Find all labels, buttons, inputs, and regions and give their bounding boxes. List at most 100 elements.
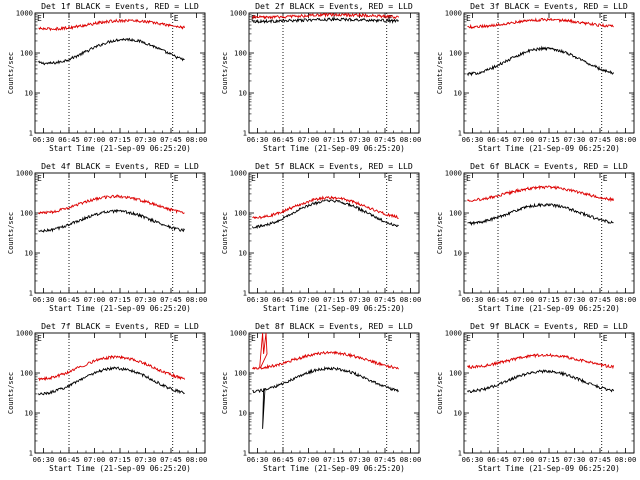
lld-series-line (467, 17, 614, 30)
chart-panel-5: Det 5f BLACK = Events, RED = LLD 1 10 100 10… (221, 161, 421, 313)
x-tick-label: 07:45 (374, 295, 396, 304)
x-tick-label: 06:30 (33, 135, 55, 144)
x-tick-label: 08:00 (186, 455, 208, 464)
x-axis-label: Start Time (21-Sep-09 06:25:20) (263, 144, 405, 153)
x-tick-label: 07:30 (564, 135, 586, 144)
x-tick-label: 07:15 (109, 455, 131, 464)
x-tick-label: 06:45 (272, 135, 294, 144)
x-tick-label: 07:00 (298, 455, 320, 464)
lld-series-line (467, 184, 615, 203)
start-marker: E (37, 14, 42, 23)
y-axis-label: Counts/sec (436, 52, 444, 94)
x-tick-label: 07:45 (589, 295, 611, 304)
y-tick-label: 1 (29, 449, 33, 458)
chart-title: Det 1f BLACK = Events, RED = LLD (41, 1, 199, 11)
x-tick-label: 08:00 (400, 295, 422, 304)
y-tick-label: 10 (238, 89, 247, 98)
lld-series-line (252, 332, 399, 370)
plot-frame (463, 12, 635, 134)
x-tick-label: 06:30 (247, 135, 269, 144)
x-tick-label: 07:00 (84, 455, 106, 464)
y-tick-label: 1 (243, 449, 247, 458)
events-series-line (252, 199, 399, 230)
x-tick-label: 06:45 (487, 295, 509, 304)
x-tick-label: 07:45 (589, 135, 611, 144)
x-tick-label: 07:15 (538, 455, 560, 464)
x-tick-label: 07:30 (349, 295, 371, 304)
y-tick-label: 100 (20, 209, 33, 218)
y-tick-label: 1000 (230, 9, 247, 18)
y-tick-label: 10 (453, 409, 462, 418)
chart-panel-1: Det 1f BLACK = Events, RED = LLD 1 10 100 10… (7, 1, 207, 153)
y-tick-label: 10 (238, 249, 247, 258)
y-tick-label: 1 (29, 289, 33, 298)
x-tick-label: 08:00 (186, 295, 208, 304)
y-tick-label: 1 (458, 129, 462, 138)
x-tick-label: 07:15 (323, 135, 345, 144)
chart-panel-9: Det 9f BLACK = Events, RED = LLD 1 10 100 10… (436, 321, 636, 473)
x-tick-label: 07:45 (160, 295, 182, 304)
x-tick-label: 07:00 (84, 295, 106, 304)
start-marker: E (466, 14, 471, 23)
x-axis-label: Start Time (21-Sep-09 06:25:20) (49, 464, 191, 473)
y-axis-label: Counts/sec (436, 372, 444, 414)
end-marker: E (603, 14, 608, 23)
chart-title: Det 2f BLACK = Events, RED = LLD (255, 1, 413, 11)
start-marker: E (251, 14, 256, 23)
chart-title: Det 4f BLACK = Events, RED = LLD (41, 161, 199, 171)
y-tick-label: 1000 (445, 169, 462, 178)
end-marker: E (174, 334, 179, 343)
x-tick-label: 07:00 (513, 295, 535, 304)
events-series-line (38, 208, 185, 233)
y-axis-label: Counts/sec (7, 52, 15, 94)
end-marker: E (603, 334, 608, 343)
x-tick-label: 06:30 (33, 295, 55, 304)
y-tick-label: 1000 (230, 169, 247, 178)
y-tick-label: 1000 (16, 9, 33, 18)
chart-panel-2: Det 2f BLACK = Events, RED = LLD 1 10 100 10… (221, 1, 421, 153)
x-tick-label: 08:00 (615, 455, 637, 464)
y-tick-label: 10 (24, 409, 33, 418)
start-marker: E (251, 334, 256, 343)
x-tick-label: 06:30 (462, 455, 484, 464)
events-series-line (467, 202, 614, 226)
end-marker: E (174, 14, 179, 23)
y-axis-label: Counts/sec (7, 372, 15, 414)
chart-panel-8: Det 8f BLACK = Events, RED = LLD 1 10 100 10… (221, 321, 421, 473)
start-marker: E (37, 174, 42, 183)
x-tick-label: 06:45 (272, 295, 294, 304)
x-tick-label: 08:00 (186, 135, 208, 144)
y-tick-label: 100 (449, 49, 462, 58)
y-axis-label: Counts/sec (7, 212, 15, 254)
x-tick-label: 07:30 (564, 295, 586, 304)
y-tick-label: 1000 (16, 329, 33, 338)
y-axis-label: Counts/sec (221, 52, 229, 94)
x-tick-label: 07:30 (349, 455, 371, 464)
chart-panel-6: Det 6f BLACK = Events, RED = LLD 1 10 100 10… (436, 161, 636, 313)
plot-frame (248, 12, 420, 134)
events-series-line (252, 16, 399, 24)
chart-title: Det 9f BLACK = Events, RED = LLD (470, 321, 628, 331)
x-tick-label: 07:30 (135, 455, 157, 464)
x-tick-label: 06:45 (272, 455, 294, 464)
y-tick-label: 100 (449, 209, 462, 218)
events-series-line (467, 369, 615, 393)
chart-title: Det 3f BLACK = Events, RED = LLD (470, 1, 628, 11)
x-tick-label: 06:30 (462, 295, 484, 304)
y-tick-label: 100 (449, 369, 462, 378)
events-series-line (38, 37, 185, 66)
x-axis-label: Start Time (21-Sep-09 06:25:20) (478, 304, 620, 313)
x-axis-label: Start Time (21-Sep-09 06:25:20) (478, 464, 620, 473)
x-tick-label: 08:00 (615, 135, 637, 144)
x-tick-label: 06:45 (58, 455, 80, 464)
x-axis-label: Start Time (21-Sep-09 06:25:20) (263, 304, 405, 313)
lld-series-line (252, 12, 399, 20)
lld-series-line (38, 18, 186, 32)
x-tick-label: 06:45 (487, 135, 509, 144)
y-tick-label: 100 (20, 49, 33, 58)
y-tick-label: 1000 (230, 329, 247, 338)
x-tick-label: 06:45 (487, 455, 509, 464)
x-tick-label: 06:30 (462, 135, 484, 144)
x-tick-label: 07:00 (298, 295, 320, 304)
